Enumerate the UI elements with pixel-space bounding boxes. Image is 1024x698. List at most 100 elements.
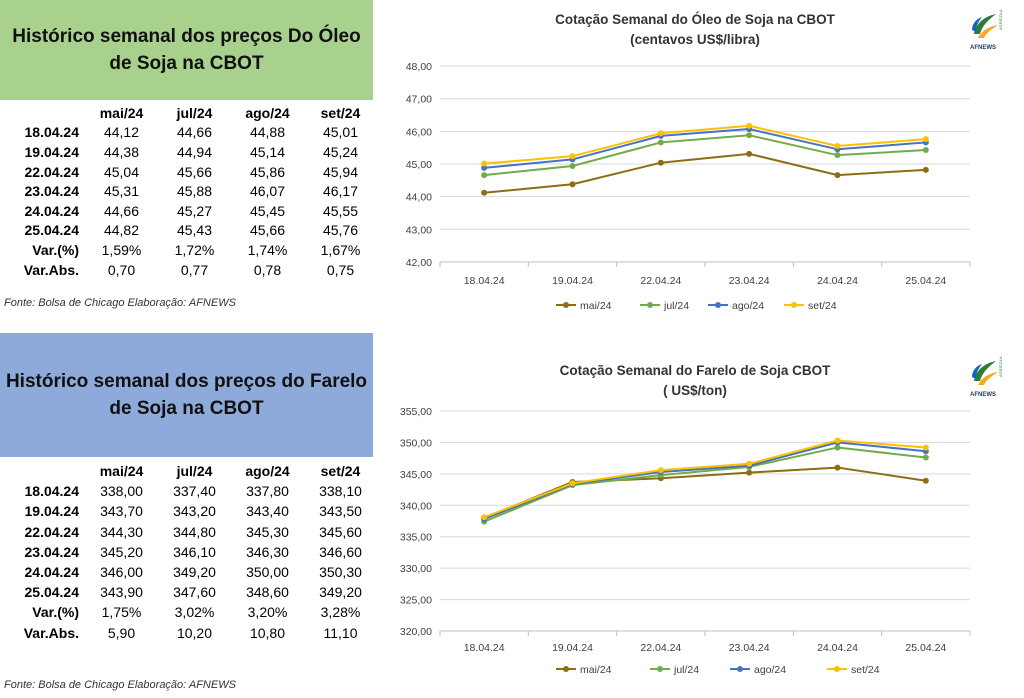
row-label: Var.Abs.: [23, 624, 79, 641]
table-cell: 45,45: [249, 202, 286, 219]
column-header: jul/24: [176, 463, 213, 480]
table-cell: 338,10: [319, 483, 362, 500]
oil-chart-heading: Cotação Semanal do Óleo de Soja na CBOT …: [480, 10, 910, 50]
series-line-ago-24: [483, 441, 926, 521]
y-tick-label: 43,00: [406, 224, 432, 236]
oil-source-note: Fonte: Bolsa de Chicago Elaboração: AFNE…: [4, 297, 236, 309]
table-cell: 45,88: [176, 183, 213, 200]
table-cell: 347,60: [173, 584, 216, 601]
table-cell: 11,10: [323, 624, 358, 641]
y-tick-label: 325,00: [400, 595, 432, 607]
column-header: mai/24: [99, 463, 144, 480]
y-tick-label: 340,00: [400, 500, 432, 512]
afnews-logo: AFNEWS AGRÍCOLA: [966, 8, 1006, 52]
table-cell: 44,12: [103, 124, 140, 141]
row-label: 25.04.24: [24, 584, 80, 601]
series-line-set-24: [484, 124, 926, 165]
table-cell: 45,01: [322, 124, 359, 141]
x-tick-label: 24.04.24: [817, 275, 858, 287]
table-cell: 338,00: [100, 483, 143, 500]
table-cell: 45,55: [322, 202, 359, 219]
table-row: 18.04.24 44,12 44,66 44,88 45,01: [0, 123, 377, 143]
x-tick-label: 19.04.24: [552, 275, 593, 287]
data-point: [834, 152, 841, 159]
table-cell: 46,17: [322, 183, 359, 200]
data-point: [569, 480, 576, 487]
table-cell: 45,43: [176, 222, 213, 239]
row-label: 18.04.24: [24, 483, 80, 500]
table-cell: 346,00: [100, 564, 143, 581]
table-row: 19.04.24 44,38 44,94 45,14 45,24: [0, 142, 377, 162]
table-cell: 343,40: [246, 503, 289, 520]
table-cell: 44,66: [176, 124, 213, 141]
row-label: 19.04.24: [24, 503, 80, 520]
table-cell: 349,20: [319, 584, 362, 601]
oil-price-table: mai/24 jul/24 ago/24 set/24 18.04.24 44,1…: [0, 103, 377, 279]
table-cell: 3,28%: [320, 604, 361, 621]
row-label: Var.Abs.: [23, 261, 79, 278]
table-row: Var.Abs. 0,70 0,77 0,78 0,75: [0, 260, 377, 280]
table-cell: 0,78: [253, 261, 282, 278]
table-cell: 44,82: [103, 222, 140, 239]
series-line-set-24: [483, 439, 926, 519]
line-chart-0: 42,00 43,00 44,00 45,00 46,00 47,00 48,00 18.04…: [406, 61, 971, 312]
legend-swatch-marker: [563, 666, 569, 672]
meal-price-table: mai/24 jul/24 ago/24 set/24 18.04.24 338,…: [0, 461, 377, 643]
legend-label: set/24: [851, 664, 880, 676]
data-point: [746, 469, 753, 476]
table-cell: 45,66: [176, 163, 213, 180]
data-point: [746, 132, 753, 139]
table-cell: 344,30: [100, 523, 143, 540]
data-point: [922, 136, 929, 143]
data-point: [746, 122, 753, 129]
table-cell: 10,80: [249, 624, 286, 641]
table-cell: 5,90: [107, 624, 136, 641]
oil-chart-title: Cotação Semanal do Óleo de Soja na CBOT: [555, 12, 835, 27]
table-cell: 346,10: [173, 543, 216, 560]
row-label: 22.04.24: [24, 523, 80, 540]
table-cell: 343,70: [100, 503, 143, 520]
x-tick-label: 24.04.24: [817, 642, 858, 654]
column-header: mai/24: [99, 104, 144, 121]
legend-label: set/24: [808, 300, 837, 312]
x-tick-label: 18.04.24: [464, 642, 505, 654]
table-cell: 0,77: [180, 261, 209, 278]
table-cell: 45,76: [322, 222, 359, 239]
data-point: [569, 153, 576, 160]
table-cell: 345,60: [319, 523, 362, 540]
table-cell: 45,24: [322, 143, 359, 160]
legend-swatch-marker: [647, 302, 653, 308]
column-header: jul/24: [176, 104, 213, 121]
row-label: 23.04.24: [24, 183, 80, 200]
x-tick-label: 23.04.24: [729, 642, 770, 654]
table-cell: 44,38: [103, 143, 140, 160]
row-label: 19.04.24: [24, 143, 80, 160]
legend-label: mai/24: [580, 300, 612, 312]
table-cell: 348,60: [246, 584, 289, 601]
legend-label: mai/24: [580, 664, 612, 676]
data-point: [746, 460, 753, 467]
x-tick-label: 19.04.24: [552, 642, 593, 654]
table-cell: 337,40: [173, 483, 216, 500]
data-point: [834, 437, 841, 444]
logo-text: AFNEWS: [970, 45, 996, 51]
table-cell: 343,20: [173, 503, 216, 520]
meal-chart-heading: Cotação Semanal do Farelo de Soja CBOT (…: [480, 361, 910, 401]
table-cell: 45,14: [249, 143, 286, 160]
data-point: [834, 172, 841, 179]
x-tick-label: 23.04.24: [729, 275, 770, 287]
data-point: [481, 189, 488, 196]
legend-swatch-marker: [791, 302, 797, 308]
table-header-row: mai/24 jul/24 ago/24 set/24: [0, 461, 377, 481]
table-row: 23.04.24 345,20 346,10 346,30 346,60: [0, 542, 377, 562]
table-row: 24.04.24 346,00 349,20 350,00 350,30: [0, 562, 377, 582]
table-cell: 349,20: [173, 564, 216, 581]
data-point: [746, 150, 753, 157]
table-cell: 344,80: [173, 523, 216, 540]
legend-label: ago/24: [732, 300, 764, 312]
table-cell: 45,66: [249, 222, 286, 239]
column-header: set/24: [320, 463, 361, 480]
column-header: set/24: [320, 104, 361, 121]
row-label: 22.04.24: [24, 163, 80, 180]
table-cell: 350,30: [319, 564, 362, 581]
